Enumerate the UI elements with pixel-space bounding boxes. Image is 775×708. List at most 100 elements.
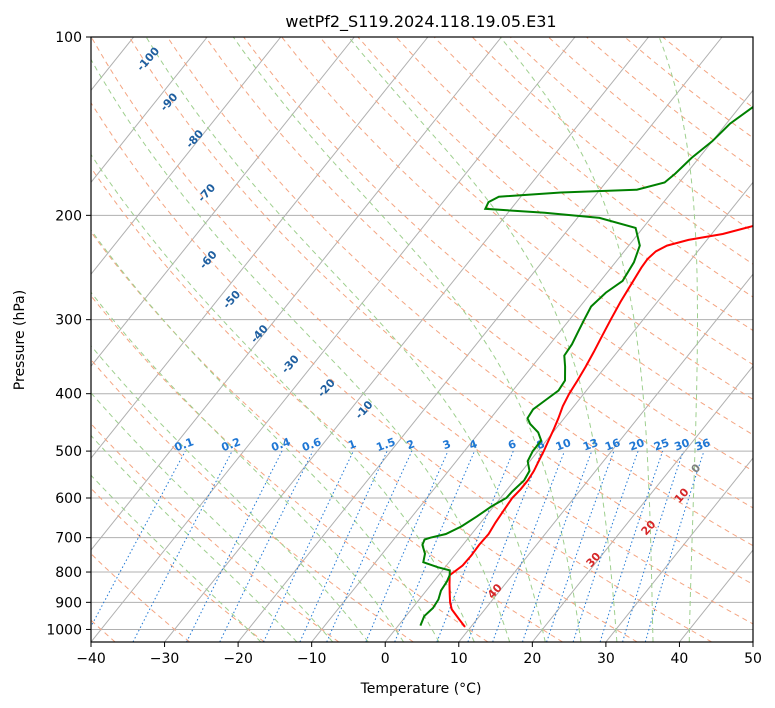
isotherm-line [0, 37, 60, 642]
isotherm-line [164, 37, 649, 642]
dry-adiabat [586, 37, 753, 170]
isotherm-line [237, 37, 723, 642]
mixing-ratio-label: 30 [673, 436, 692, 454]
mixing-ratio-line [326, 450, 413, 642]
dry-adiabat [509, 37, 753, 233]
isotherm-line [531, 365, 753, 642]
dry-adiabat [395, 37, 753, 332]
mixing-ratio-label: 2 [405, 437, 417, 452]
isotherm-line [91, 37, 355, 367]
mixing-ratio-label: 6 [506, 437, 518, 452]
reference-lines [0, 37, 753, 642]
y-tick-label: 800 [55, 565, 82, 581]
mixing-ratio-label: 8 [535, 437, 547, 452]
theta-e-label: -30 [279, 352, 302, 376]
dry-adiabat [662, 37, 753, 109]
isotherm-line [311, 89, 753, 642]
mixing-ratio-line [644, 450, 705, 642]
theta-e-label: -90 [158, 90, 181, 114]
y-tick-label: 900 [55, 595, 82, 611]
red-label: 0 [689, 461, 704, 476]
y-tick-label: 600 [55, 491, 82, 507]
y-tick-label: 1000 [46, 622, 82, 638]
theta-e-label: -50 [220, 288, 243, 312]
mixing-ratio-line [492, 450, 565, 642]
dry-adiabat [91, 231, 563, 642]
mixing-ratio-line [219, 450, 314, 642]
isotherm-line [91, 37, 282, 276]
moist-adiabat [499, 37, 654, 642]
mixing-ratio-label: 13 [581, 436, 600, 453]
temperature-profile [448, 224, 753, 628]
x-tick-label: 10 [450, 651, 468, 667]
theta-e-label: -10 [353, 398, 376, 422]
mixing-ratio-line [436, 450, 514, 642]
x-tick-label: −40 [76, 651, 106, 667]
x-tick-label: 0 [381, 651, 390, 667]
y-tick-label: 500 [55, 444, 82, 460]
x-tick-label: 30 [597, 651, 615, 667]
y-tick-label: 200 [55, 208, 82, 224]
chart-title: wetPf2_S119.2024.118.19.05.E31 [285, 12, 556, 32]
y-axis-label: Pressure (hPa) [12, 290, 28, 390]
theta-e-label: -100 [134, 44, 162, 73]
x-tick-label: 40 [671, 651, 689, 667]
mixing-ratio-line [572, 450, 639, 642]
dry-adiabat [548, 37, 753, 201]
mixing-ratio-line [622, 450, 684, 642]
dry-adiabat [91, 553, 191, 642]
dry-adiabat [128, 37, 753, 585]
reference-labels: 0.1 0.2 0.4 0.6 1 1.5 2 3 4 6 8 10 13 16 20 25 30 36-100-… [134, 44, 712, 601]
mixing-ratio-label: 0.2 [220, 435, 243, 454]
mixing-ratio-label: 3 [441, 437, 453, 452]
isotherm-line [605, 457, 753, 642]
dry-adiabat [91, 101, 713, 642]
dry-adiabat [205, 37, 753, 509]
mixing-ratio-line [546, 450, 615, 642]
red-label: 40 [485, 581, 505, 601]
mixing-ratio-label: 0.6 [300, 435, 323, 454]
plot-frame [90, 36, 754, 643]
y-axis: 1000 900 800 700 600 500 400 300 200 100 [46, 30, 91, 638]
moist-adiabat [91, 434, 298, 642]
mixing-ratio-label: 4 [467, 437, 479, 452]
moist-adiabat [145, 37, 546, 642]
x-tick-label: −20 [223, 651, 253, 667]
moist-adiabat [91, 392, 334, 642]
theta-e-label: -20 [315, 376, 338, 400]
mixing-ratio-label: 20 [627, 436, 646, 454]
theta-e-label: -70 [195, 181, 218, 205]
x-tick-label: −30 [150, 651, 180, 667]
mixing-ratio-label: 0.1 [173, 435, 196, 454]
isotherm-line [91, 37, 429, 459]
x-axis-label: Temperature (°C) [360, 681, 482, 697]
theta-e-label: -40 [248, 322, 271, 346]
theta-e-label: -80 [183, 127, 206, 151]
dry-adiabat [91, 358, 414, 642]
x-tick-label: −10 [297, 651, 327, 667]
mixing-ratio-line [599, 450, 664, 642]
moist-adiabat [658, 37, 698, 642]
y-tick-label: 700 [55, 531, 82, 547]
x-axis: −40 −30 −20 −10 0 10 20 30 40 50 [76, 642, 762, 667]
mixing-ratio-label: 1.5 [374, 435, 397, 454]
mixing-ratio-line [365, 450, 449, 642]
y-tick-label: 300 [55, 313, 82, 329]
profile-lines [419, 105, 753, 628]
mixing-ratio-label: 1 [346, 437, 358, 452]
isotherm-line [458, 273, 753, 642]
moist-adiabat [348, 37, 618, 642]
dry-adiabat [319, 37, 753, 400]
dry-adiabat [91, 37, 753, 625]
red-label: 10 [672, 485, 692, 505]
x-tick-label: 50 [744, 651, 762, 667]
dry-adiabat [91, 487, 265, 642]
mixing-ratio-label: 36 [693, 436, 712, 454]
mixing-ratio-line [263, 450, 354, 642]
x-tick-label: 20 [523, 651, 541, 667]
y-tick-label: 400 [55, 387, 82, 403]
red-label: 30 [584, 550, 604, 570]
mixing-ratio-line [394, 450, 475, 642]
mixing-ratio-line [91, 450, 186, 628]
